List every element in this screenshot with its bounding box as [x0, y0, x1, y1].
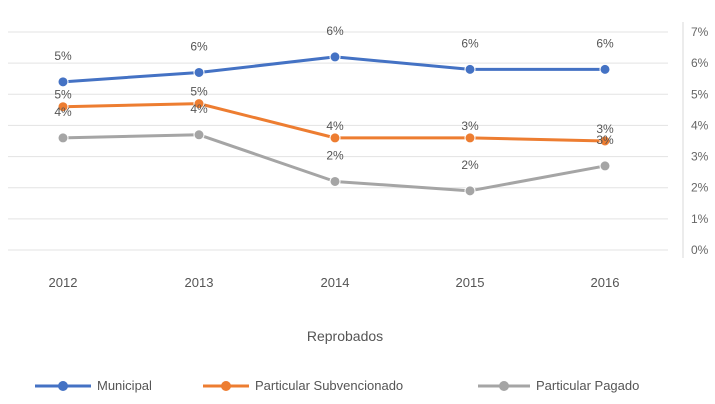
- y-tick-label: 6%: [691, 56, 709, 70]
- data-point: [57, 132, 69, 144]
- data-label: 5%: [54, 49, 72, 63]
- series-particular-subvencionado: 5% 5%4% 3% 3%: [54, 85, 614, 147]
- x-tick-label: 2016: [591, 275, 620, 290]
- y-tick-label: 1%: [691, 212, 709, 226]
- data-label: 6%: [326, 24, 344, 38]
- y-tick-label: 2%: [691, 181, 709, 195]
- series-particular-pagado: 4% 4% 2% 2% 3%: [54, 102, 614, 197]
- x-axis-title: Reprobados: [306, 328, 384, 344]
- legend-marker-particular-subvencionado: [203, 380, 249, 391]
- x-axis-ticks: 2012 2013 2014 2015 2016: [49, 275, 620, 290]
- legend-item-particular-subvencionado: Particular Subvencionado: [203, 378, 403, 393]
- data-label: 6%: [461, 36, 479, 50]
- data-point: [57, 76, 69, 88]
- y-tick-label: 0%: [691, 243, 709, 257]
- legend-marker-particular-pagado: [478, 380, 530, 391]
- data-label: 6%: [190, 39, 208, 53]
- series-group: 5%6%6%6% 6%5% 5%4% 3% 3%4% 4%2%2%3%: [54, 24, 614, 197]
- legend-label-particular-subvencionado: Particular Subvencionado: [255, 378, 404, 393]
- y-tick-label: 5%: [691, 87, 709, 101]
- legend-item-municipal: Municipal: [35, 378, 152, 393]
- data-label: 2%: [326, 148, 344, 162]
- data-point: [193, 129, 205, 141]
- legend-marker-municipal: [35, 380, 91, 391]
- legend-item-particular-pagado: Particular Pagado: [478, 378, 639, 393]
- data-point: [464, 185, 476, 197]
- data-point: [599, 63, 611, 75]
- data-label: 4%: [54, 105, 72, 119]
- legend: Municipal Particular Subvencionado Parti…: [0, 378, 715, 400]
- data-label: 4%: [190, 102, 208, 116]
- x-tick-label: 2014: [321, 275, 350, 290]
- data-point: [329, 175, 341, 187]
- y-axis-ticks: 0% 1% 2% 3% 4% 5% 6% 7%: [691, 25, 709, 257]
- data-label: 3%: [461, 119, 479, 133]
- y-tick-label: 3%: [691, 150, 709, 164]
- data-label: 3%: [596, 122, 614, 136]
- data-point: [329, 132, 341, 144]
- y-tick-label: 7%: [691, 25, 709, 39]
- x-tick-label: 2013: [185, 275, 214, 290]
- data-point: [464, 132, 476, 144]
- legend-label-municipal: Municipal: [97, 378, 152, 393]
- data-point: [599, 135, 611, 147]
- x-tick-label: 2012: [49, 275, 78, 290]
- data-label: 5%: [190, 85, 208, 99]
- data-label: 5%: [54, 88, 72, 102]
- data-point: [464, 63, 476, 75]
- data-label: 3%: [596, 133, 614, 147]
- legend-label-particular-pagado: Particular Pagado: [536, 378, 640, 393]
- data-label: 4%: [326, 119, 344, 133]
- data-point: [193, 98, 205, 110]
- data-label: 2%: [461, 158, 479, 172]
- data-point: [57, 101, 69, 113]
- data-point: [599, 160, 611, 172]
- x-tick-label: 2015: [456, 275, 485, 290]
- data-point: [329, 51, 341, 63]
- data-label: 6%: [596, 36, 614, 50]
- series-municipal: 5% 6% 6% 6% 6%: [54, 24, 614, 88]
- data-point: [193, 66, 205, 78]
- y-tick-label: 4%: [691, 118, 709, 132]
- gridlines: [8, 22, 684, 258]
